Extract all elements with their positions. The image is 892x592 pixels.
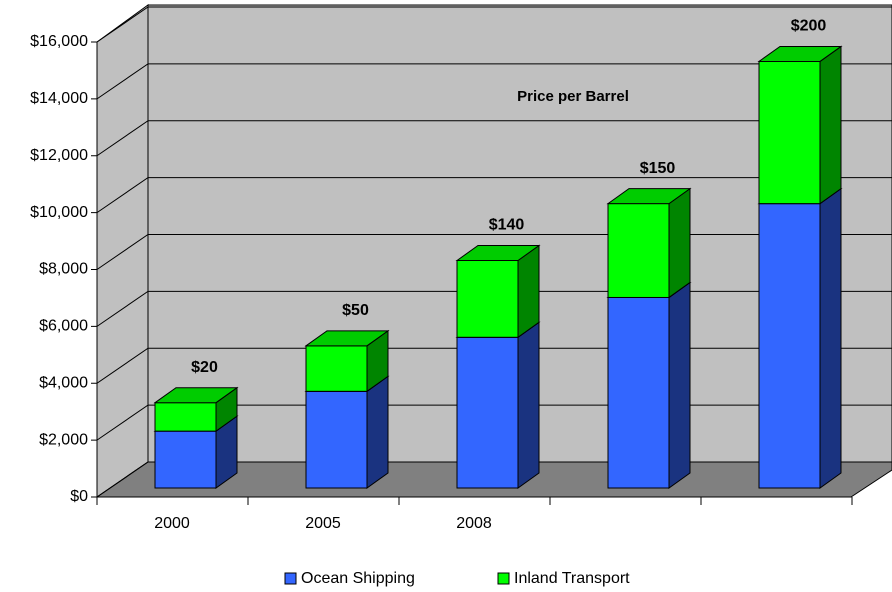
bar-top (606, 188, 692, 205)
legend: Ocean Shipping Inland Transport (284, 570, 630, 587)
legend-swatch (497, 572, 510, 585)
grid-line (96, 63, 892, 100)
bar-front (456, 336, 519, 489)
bar-side (819, 187, 842, 489)
grid-line (96, 6, 892, 43)
bar-label: $150 (640, 160, 676, 177)
bar-front (758, 203, 821, 489)
bar-front (607, 203, 670, 298)
annotation: Price per Barrel (517, 88, 629, 105)
bar-side (366, 375, 389, 489)
bars: $20 $50 $140 $150 $200 (153, 18, 843, 489)
y-tick-label: $0 (70, 488, 88, 505)
bar-front (305, 345, 368, 392)
bar-front (305, 390, 368, 489)
bar-top (153, 387, 239, 404)
legend-label: Inland Transport (514, 570, 630, 587)
bar-top (304, 330, 390, 347)
legend-item: Ocean Shipping (284, 570, 415, 587)
bar-label: $50 (342, 302, 369, 319)
bar-side (517, 244, 540, 339)
y-tick-label: $16,000 (30, 33, 88, 50)
bar-side (819, 45, 842, 205)
bar-label: $20 (191, 359, 218, 376)
bar-front (154, 430, 217, 489)
y-tick-label: $4,000 (39, 374, 88, 391)
y-tick-label: $12,000 (30, 147, 88, 164)
bar-front (758, 60, 821, 205)
y-tick-label: $6,000 (39, 318, 88, 335)
x-tick-label: 2005 (305, 515, 341, 532)
y-tick-label: $14,000 (30, 90, 88, 107)
y-tick-label: $2,000 (39, 431, 88, 448)
bar-top (455, 245, 541, 261)
y-tick-label: $8,000 (39, 261, 88, 278)
legend-label: Ocean Shipping (301, 570, 415, 587)
bar-top (757, 45, 843, 62)
bar-side (668, 187, 691, 299)
legend-swatch (284, 572, 297, 585)
bar-side (517, 321, 540, 489)
grid-line (96, 120, 892, 157)
x-tick-label: 2008 (456, 515, 492, 532)
grid-line (96, 177, 892, 214)
bar-label: $140 (489, 217, 525, 234)
bar-front (456, 260, 519, 338)
bar-front (607, 296, 670, 489)
bar-label: $200 (791, 18, 827, 35)
legend-item: Inland Transport (497, 570, 630, 587)
y-tick-label: $10,000 (30, 204, 88, 221)
bar-side (668, 281, 691, 489)
x-tick-label: 2000 (154, 515, 190, 532)
bar-front (154, 402, 217, 432)
